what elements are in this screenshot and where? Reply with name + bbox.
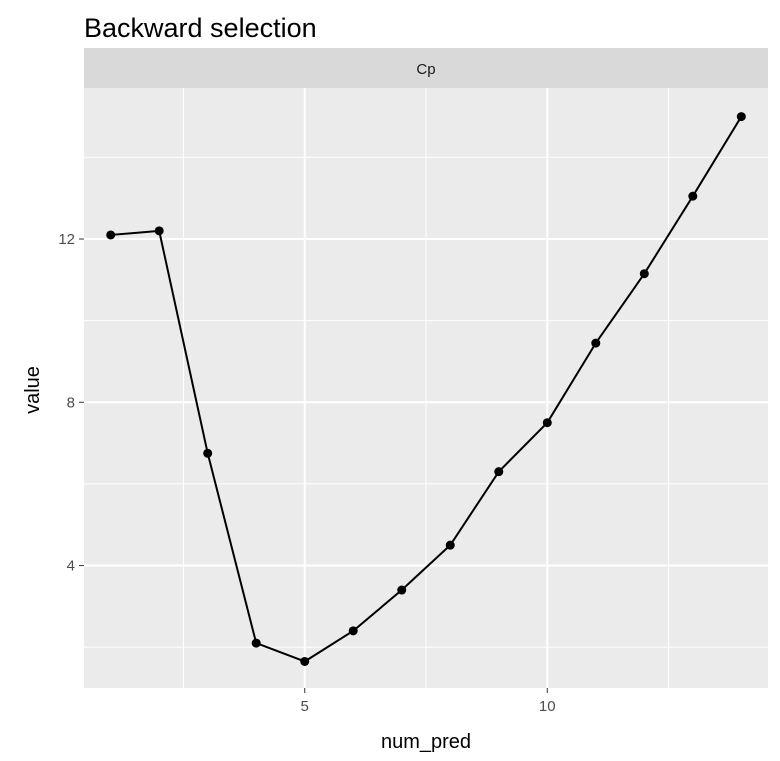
data-point — [203, 448, 213, 458]
data-point — [300, 656, 310, 666]
y-tick-label: 12 — [58, 231, 75, 248]
chart-title: Backward selection — [84, 13, 317, 43]
y-tick-label: 8 — [67, 394, 75, 411]
data-point — [639, 269, 649, 279]
data-point — [542, 418, 552, 428]
data-point — [494, 467, 504, 477]
data-point — [106, 230, 116, 240]
data-point — [397, 585, 407, 595]
data-point — [591, 338, 601, 348]
data-point — [348, 626, 358, 636]
grid-minor — [84, 88, 768, 688]
data-point — [445, 540, 455, 550]
facet-strip — [84, 48, 768, 88]
axis-ticks: 5 10 4 8 12 — [58, 231, 555, 715]
x-tick-label: 10 — [539, 698, 556, 715]
x-tick-label: 5 — [301, 698, 309, 715]
data-point — [154, 226, 164, 236]
series-line — [110, 116, 743, 663]
y-axis-title: value — [22, 366, 44, 414]
facet-strip-label: Cp — [416, 61, 435, 78]
x-axis-title: num_pred — [381, 731, 471, 753]
grid-major — [84, 88, 768, 688]
data-point — [688, 191, 698, 201]
data-point — [251, 638, 261, 648]
y-tick-label: 4 — [67, 558, 75, 575]
data-point — [736, 112, 746, 122]
series-group — [106, 112, 746, 666]
